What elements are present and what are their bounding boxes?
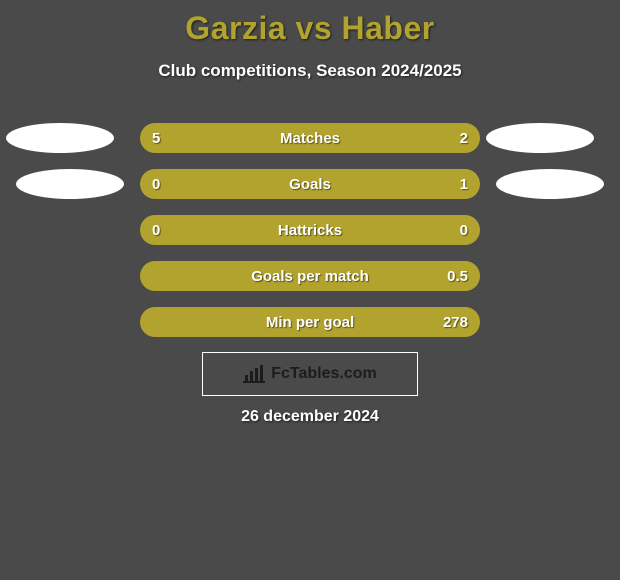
stat-row: Goals01 [0,169,620,199]
stat-bar-track: Min per goal278 [140,307,480,337]
player-left-marker [16,169,124,199]
stat-bar-track: Matches52 [140,123,480,153]
footer-brand-box: FcTables.com [202,352,418,396]
stat-bar-right-fill [371,123,480,153]
footer-brand-text: FcTables.com [271,365,377,383]
comparison-infographic: Garzia vs Haber Club competitions, Seaso… [0,0,620,580]
player-right-marker [496,169,604,199]
player-right-marker [486,123,594,153]
stat-bar-right-fill [140,307,480,337]
stat-bar-left-fill [140,215,480,245]
player-left-marker [6,123,114,153]
footer-date: 26 december 2024 [0,408,620,426]
stat-bar-track: Goals per match0.5 [140,261,480,291]
stat-row: Min per goal278 [0,307,620,337]
stat-bar-left-fill [140,169,201,199]
page-title: Garzia vs Haber [0,0,620,47]
stat-bar-track: Hattricks00 [140,215,480,245]
stat-row: Hattricks00 [0,215,620,245]
stat-bar-right-fill [140,261,480,291]
barchart-icon [243,365,265,383]
stat-bar-right-fill [201,169,480,199]
subtitle: Club competitions, Season 2024/2025 [0,61,620,81]
stat-bar-track: Goals01 [140,169,480,199]
stat-bar-left-fill [140,123,371,153]
stat-row: Matches52 [0,123,620,153]
stat-row: Goals per match0.5 [0,261,620,291]
